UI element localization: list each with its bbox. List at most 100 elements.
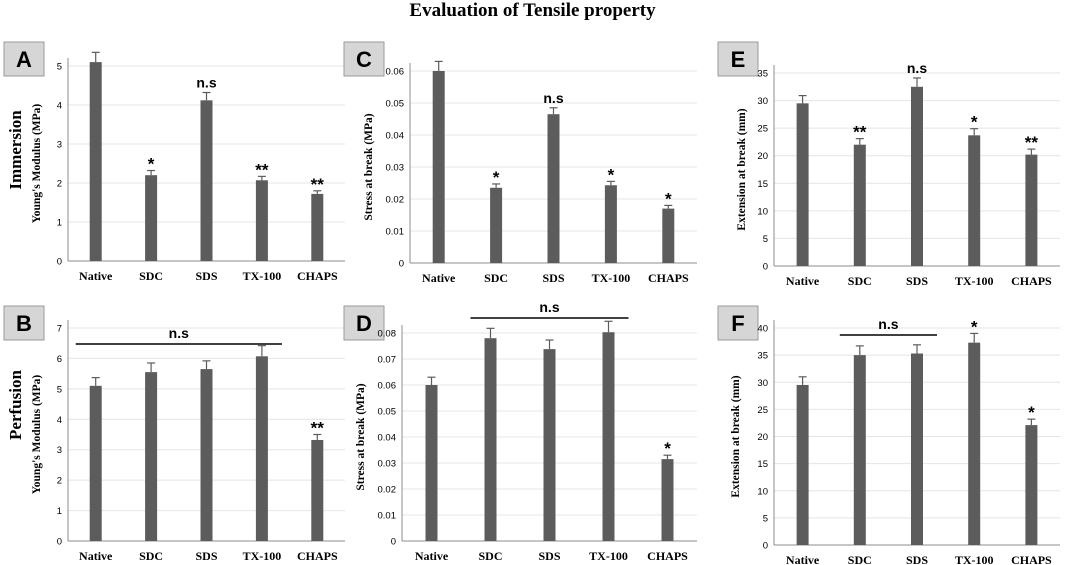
bar-f-sds (911, 353, 923, 545)
y-tick-label-a: 5 (57, 62, 62, 73)
significance-label-e: ** (853, 123, 867, 142)
significance-label-e: * (971, 113, 978, 132)
category-label-e: SDC (848, 274, 872, 288)
y-tick-label-d: 0.06 (378, 381, 397, 392)
y-tick-label-b: 0 (57, 537, 62, 548)
y-tick-label-f: 35 (757, 351, 768, 362)
y-tick-label-b: 7 (57, 324, 62, 335)
y-tick-label-c: 0.02 (386, 195, 405, 206)
y-tick-label-d: 0.07 (378, 355, 397, 366)
panel-badge-a (3, 41, 45, 77)
bar-f-chaps (1025, 425, 1038, 545)
significance-label-f: * (971, 317, 978, 336)
category-label-c: CHAPS (648, 271, 689, 285)
category-label-f: SDC (848, 553, 872, 565)
y-tick-label-b: 2 (57, 476, 62, 487)
bar-a-sds (200, 100, 213, 261)
y-tick-label-d: 0.02 (378, 485, 397, 496)
bar-b-tx-100 (255, 356, 268, 541)
significance-label-a: * (148, 155, 155, 174)
bar-f-tx-100 (968, 342, 981, 545)
y-tick-label-b: 1 (57, 506, 62, 517)
significance-label-b: ** (311, 419, 325, 438)
significance-label-c: * (493, 168, 500, 187)
category-label-f: TX-100 (955, 553, 994, 565)
y-tick-label-f: 0 (763, 541, 768, 552)
y-tick-label-d: 0.08 (378, 329, 397, 340)
y-axis-label-f: Extension at break (mm) (730, 375, 742, 497)
bar-e-sdc (853, 144, 866, 266)
y-tick-label-e: 0 (763, 262, 768, 273)
y-tick-label-e: 30 (757, 96, 768, 107)
y-tick-label-e: 20 (757, 151, 768, 162)
panel-badge-e (717, 41, 759, 77)
bar-b-sdc (145, 372, 158, 541)
y-tick-label-a: 0 (57, 257, 62, 268)
category-label-d: Native (415, 549, 449, 563)
category-label-a: CHAPS (297, 269, 338, 283)
bar-a-sdc (145, 175, 158, 261)
bar-f-sdc (853, 355, 866, 545)
category-label-b: TX-100 (243, 549, 282, 563)
bar-b-chaps (311, 439, 324, 541)
panel-letter-b: B (16, 311, 32, 336)
significance-label-a: n.s (196, 75, 216, 91)
y-tick-label-c: 0.06 (386, 67, 405, 78)
y-tick-label-c: 0 (399, 259, 404, 270)
category-label-b: SDS (195, 549, 217, 563)
panel-badge-b (3, 305, 45, 341)
category-label-f: SDS (906, 553, 928, 565)
bar-c-chaps (662, 208, 675, 263)
bar-b-native (89, 385, 102, 541)
category-label-b: Native (79, 549, 113, 563)
category-label-a: SDS (195, 269, 217, 283)
y-tick-label-a: 1 (57, 218, 62, 229)
panel-letter-e: E (731, 47, 746, 72)
y-tick-label-a: 3 (57, 140, 62, 151)
y-tick-label-b: 5 (57, 384, 62, 395)
category-label-e: SDS (906, 274, 928, 288)
y-tick-label-e: 15 (757, 179, 768, 190)
ns-bracket-label-f: n.s (878, 316, 898, 332)
y-tick-label-d: 0.04 (378, 433, 397, 444)
bar-d-native (425, 385, 438, 541)
bar-d-chaps (661, 459, 674, 541)
panel-letter-f: F (731, 311, 744, 336)
category-label-f: CHAPS (1011, 553, 1052, 565)
y-tick-label-d: 0.05 (378, 407, 397, 418)
y-tick-label-c: 0.05 (386, 99, 405, 110)
bar-a-tx-100 (255, 180, 268, 261)
bar-b-sds (200, 369, 213, 541)
bar-c-sdc (490, 187, 503, 263)
category-label-d: TX-100 (589, 549, 628, 563)
category-label-d: SDS (538, 549, 560, 563)
panel-badge-f (717, 305, 759, 341)
category-label-a: SDC (139, 269, 163, 283)
category-label-c: SDC (484, 271, 508, 285)
ns-bracket-label-d: n.s (539, 299, 559, 315)
category-label-e: CHAPS (1011, 274, 1052, 288)
significance-label-e: ** (1025, 133, 1039, 152)
y-tick-label-b: 3 (57, 445, 62, 456)
category-label-a: TX-100 (243, 269, 282, 283)
significance-label-c: * (665, 189, 672, 208)
panel-letter-d: D (356, 311, 372, 336)
y-tick-label-d: 0 (391, 537, 396, 548)
panel-letter-c: C (356, 47, 372, 72)
y-tick-label-f: 5 (763, 513, 768, 524)
bar-c-tx-100 (604, 185, 617, 263)
y-tick-label-c: 0.03 (386, 163, 405, 174)
panel-badge-d (343, 305, 385, 341)
category-label-d: CHAPS (647, 549, 688, 563)
bar-d-tx-100 (602, 332, 615, 541)
y-tick-label-f: 10 (757, 486, 768, 497)
y-tick-label-e: 25 (757, 124, 768, 135)
panel-letter-a: A (16, 47, 32, 72)
figure-title: Evaluation of Tensile property (409, 0, 656, 21)
category-label-a: Native (79, 269, 113, 283)
y-tick-label-a: 2 (57, 179, 62, 190)
y-tick-label-c: 0.04 (386, 131, 405, 142)
bar-e-tx-100 (968, 135, 981, 266)
y-tick-label-c: 0.01 (386, 227, 405, 238)
